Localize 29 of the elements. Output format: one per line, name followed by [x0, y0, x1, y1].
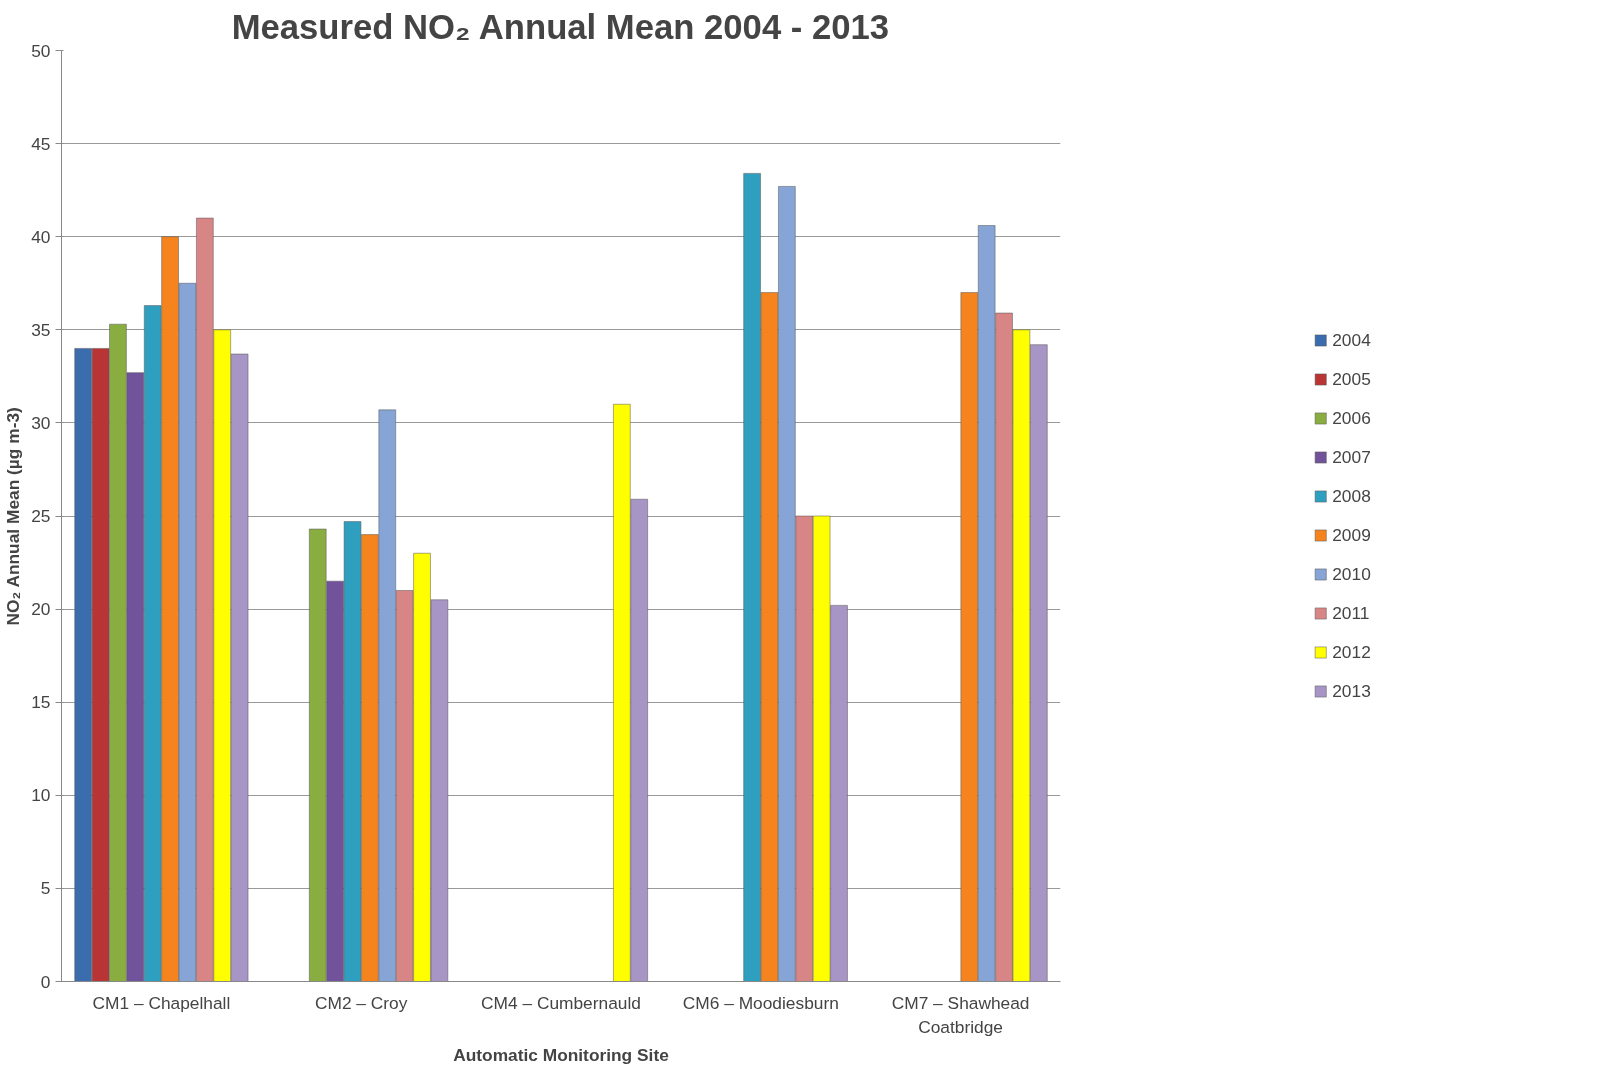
x-axis-title: Automatic Monitoring Site [453, 1044, 670, 1065]
y-tick-label: 15 [31, 692, 51, 713]
y-tick-label: 35 [31, 319, 51, 340]
y-tick-label: 45 [31, 133, 51, 154]
y-tick-label: 10 [31, 785, 51, 806]
x-tick-label: CM2 – Croy [314, 992, 408, 1013]
legend-label: 2013 [1332, 680, 1371, 702]
legend-label: 2009 [1332, 524, 1371, 546]
legend-label: 2007 [1332, 446, 1371, 468]
y-axis-title: NO₂ Annual Mean (µg m-3) [3, 407, 24, 626]
y-tick-label: 20 [31, 599, 51, 620]
chart-title: Measured NO₂ Annual Mean 2004 - 2013 [231, 7, 890, 46]
x-tick-label: CM6 – Moodiesburn [682, 992, 839, 1013]
legend-label: 2008 [1332, 485, 1371, 507]
y-tick-label: 50 [31, 40, 51, 61]
legend-label: 2004 [1332, 329, 1371, 351]
x-tick-label: CM1 – Chapelhall [92, 992, 231, 1013]
legend-label: 2012 [1332, 641, 1371, 663]
legend-label: 2006 [1332, 407, 1371, 429]
legend-label: 2011 [1332, 602, 1370, 624]
y-tick-label: 5 [40, 878, 51, 899]
y-tick-label: 0 [40, 971, 51, 992]
y-tick-label: 40 [31, 226, 51, 247]
y-tick-label: 25 [31, 506, 51, 526]
legend-label: 2005 [1332, 368, 1371, 390]
y-tick-label: 30 [31, 412, 51, 433]
legend-label: 2010 [1332, 563, 1371, 585]
x-tick-label: CM4 – Cumbernauld [481, 992, 641, 1013]
x-tick-label: CM7 – Shawhead Coatbridge [891, 992, 1030, 1037]
